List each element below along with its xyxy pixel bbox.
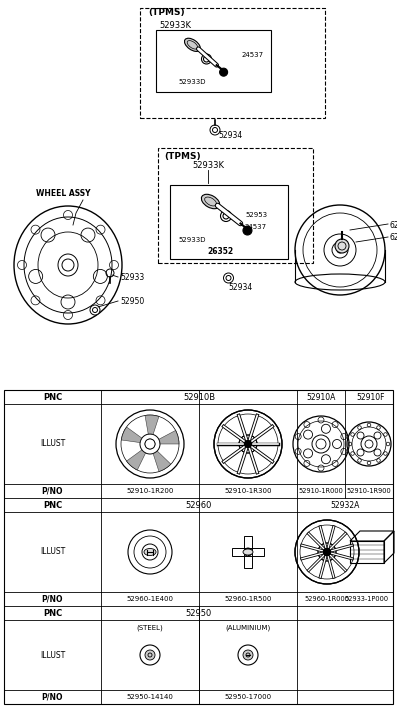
Polygon shape (121, 427, 142, 443)
Text: (STEEL): (STEEL) (137, 624, 164, 631)
Circle shape (90, 305, 100, 315)
Circle shape (244, 440, 252, 448)
Polygon shape (127, 450, 146, 470)
Text: ILLUST: ILLUST (40, 547, 65, 556)
Text: 52910-1R300: 52910-1R300 (224, 488, 272, 494)
Text: 26352: 26352 (207, 246, 233, 255)
Text: 52934: 52934 (228, 284, 252, 292)
Text: 52960-1E400: 52960-1E400 (127, 596, 173, 602)
Text: 62850: 62850 (390, 220, 397, 230)
Text: 52910-1R200: 52910-1R200 (126, 488, 174, 494)
Polygon shape (145, 415, 159, 435)
Bar (156, 30, 271, 92)
Bar (170, 185, 288, 259)
Text: 52950: 52950 (186, 608, 212, 617)
Text: PNC: PNC (43, 608, 62, 617)
Text: ILLUST: ILLUST (40, 440, 65, 449)
Text: 52910-1R000: 52910-1R000 (299, 488, 343, 494)
Ellipse shape (201, 194, 220, 209)
Text: 52933K: 52933K (192, 161, 224, 171)
Circle shape (220, 68, 227, 76)
Circle shape (145, 650, 155, 660)
Circle shape (323, 548, 331, 556)
Text: 52933: 52933 (120, 273, 144, 281)
Circle shape (243, 650, 253, 660)
Text: (TPMS): (TPMS) (164, 151, 200, 161)
Polygon shape (159, 430, 179, 444)
Ellipse shape (144, 548, 156, 555)
Text: 52953: 52953 (245, 212, 267, 218)
Text: 24537: 24537 (245, 224, 267, 230)
Text: 52910-1R900: 52910-1R900 (347, 488, 391, 494)
Text: 52933K: 52933K (159, 22, 191, 31)
Text: WHEEL ASSY: WHEEL ASSY (36, 188, 90, 198)
Bar (350, 541, 384, 563)
Text: 52960-1R000: 52960-1R000 (304, 596, 349, 602)
Text: 52950-14140: 52950-14140 (127, 694, 173, 700)
Bar (4, 390, 393, 704)
Ellipse shape (243, 549, 253, 555)
Ellipse shape (185, 39, 200, 52)
Text: 62852: 62852 (390, 233, 397, 243)
Text: PNC: PNC (43, 500, 62, 510)
Polygon shape (153, 451, 171, 472)
Text: (ALUMINIUM): (ALUMINIUM) (225, 624, 271, 631)
Circle shape (224, 273, 233, 283)
Circle shape (202, 54, 212, 64)
Text: 52910F: 52910F (357, 393, 385, 401)
Circle shape (145, 439, 155, 449)
Text: 52932A: 52932A (330, 500, 360, 510)
Circle shape (243, 226, 252, 235)
Circle shape (335, 239, 349, 253)
Text: (TPMS): (TPMS) (148, 9, 185, 17)
Text: P/NO: P/NO (42, 595, 63, 603)
Text: 52910A: 52910A (306, 393, 336, 401)
Text: 52960-1R500: 52960-1R500 (224, 596, 272, 602)
Bar (140, 8, 325, 118)
Text: 52933-1P000: 52933-1P000 (345, 596, 389, 602)
Text: 52950-17000: 52950-17000 (224, 694, 272, 700)
Text: P/NO: P/NO (42, 486, 63, 496)
Text: P/NO: P/NO (42, 693, 63, 702)
Text: 52934: 52934 (218, 132, 242, 140)
Text: PNC: PNC (43, 393, 62, 401)
Circle shape (220, 211, 231, 222)
Circle shape (210, 125, 220, 135)
Circle shape (140, 645, 160, 665)
Bar (158, 148, 313, 263)
Text: 52960: 52960 (186, 500, 212, 510)
Text: 52933D: 52933D (178, 79, 206, 85)
Text: 52933D: 52933D (178, 237, 206, 243)
Text: 24537: 24537 (242, 52, 264, 58)
Circle shape (323, 548, 331, 556)
Text: ILLUST: ILLUST (40, 651, 65, 659)
Text: 52910B: 52910B (183, 393, 215, 401)
Circle shape (238, 645, 258, 665)
Text: 52950: 52950 (120, 297, 144, 305)
